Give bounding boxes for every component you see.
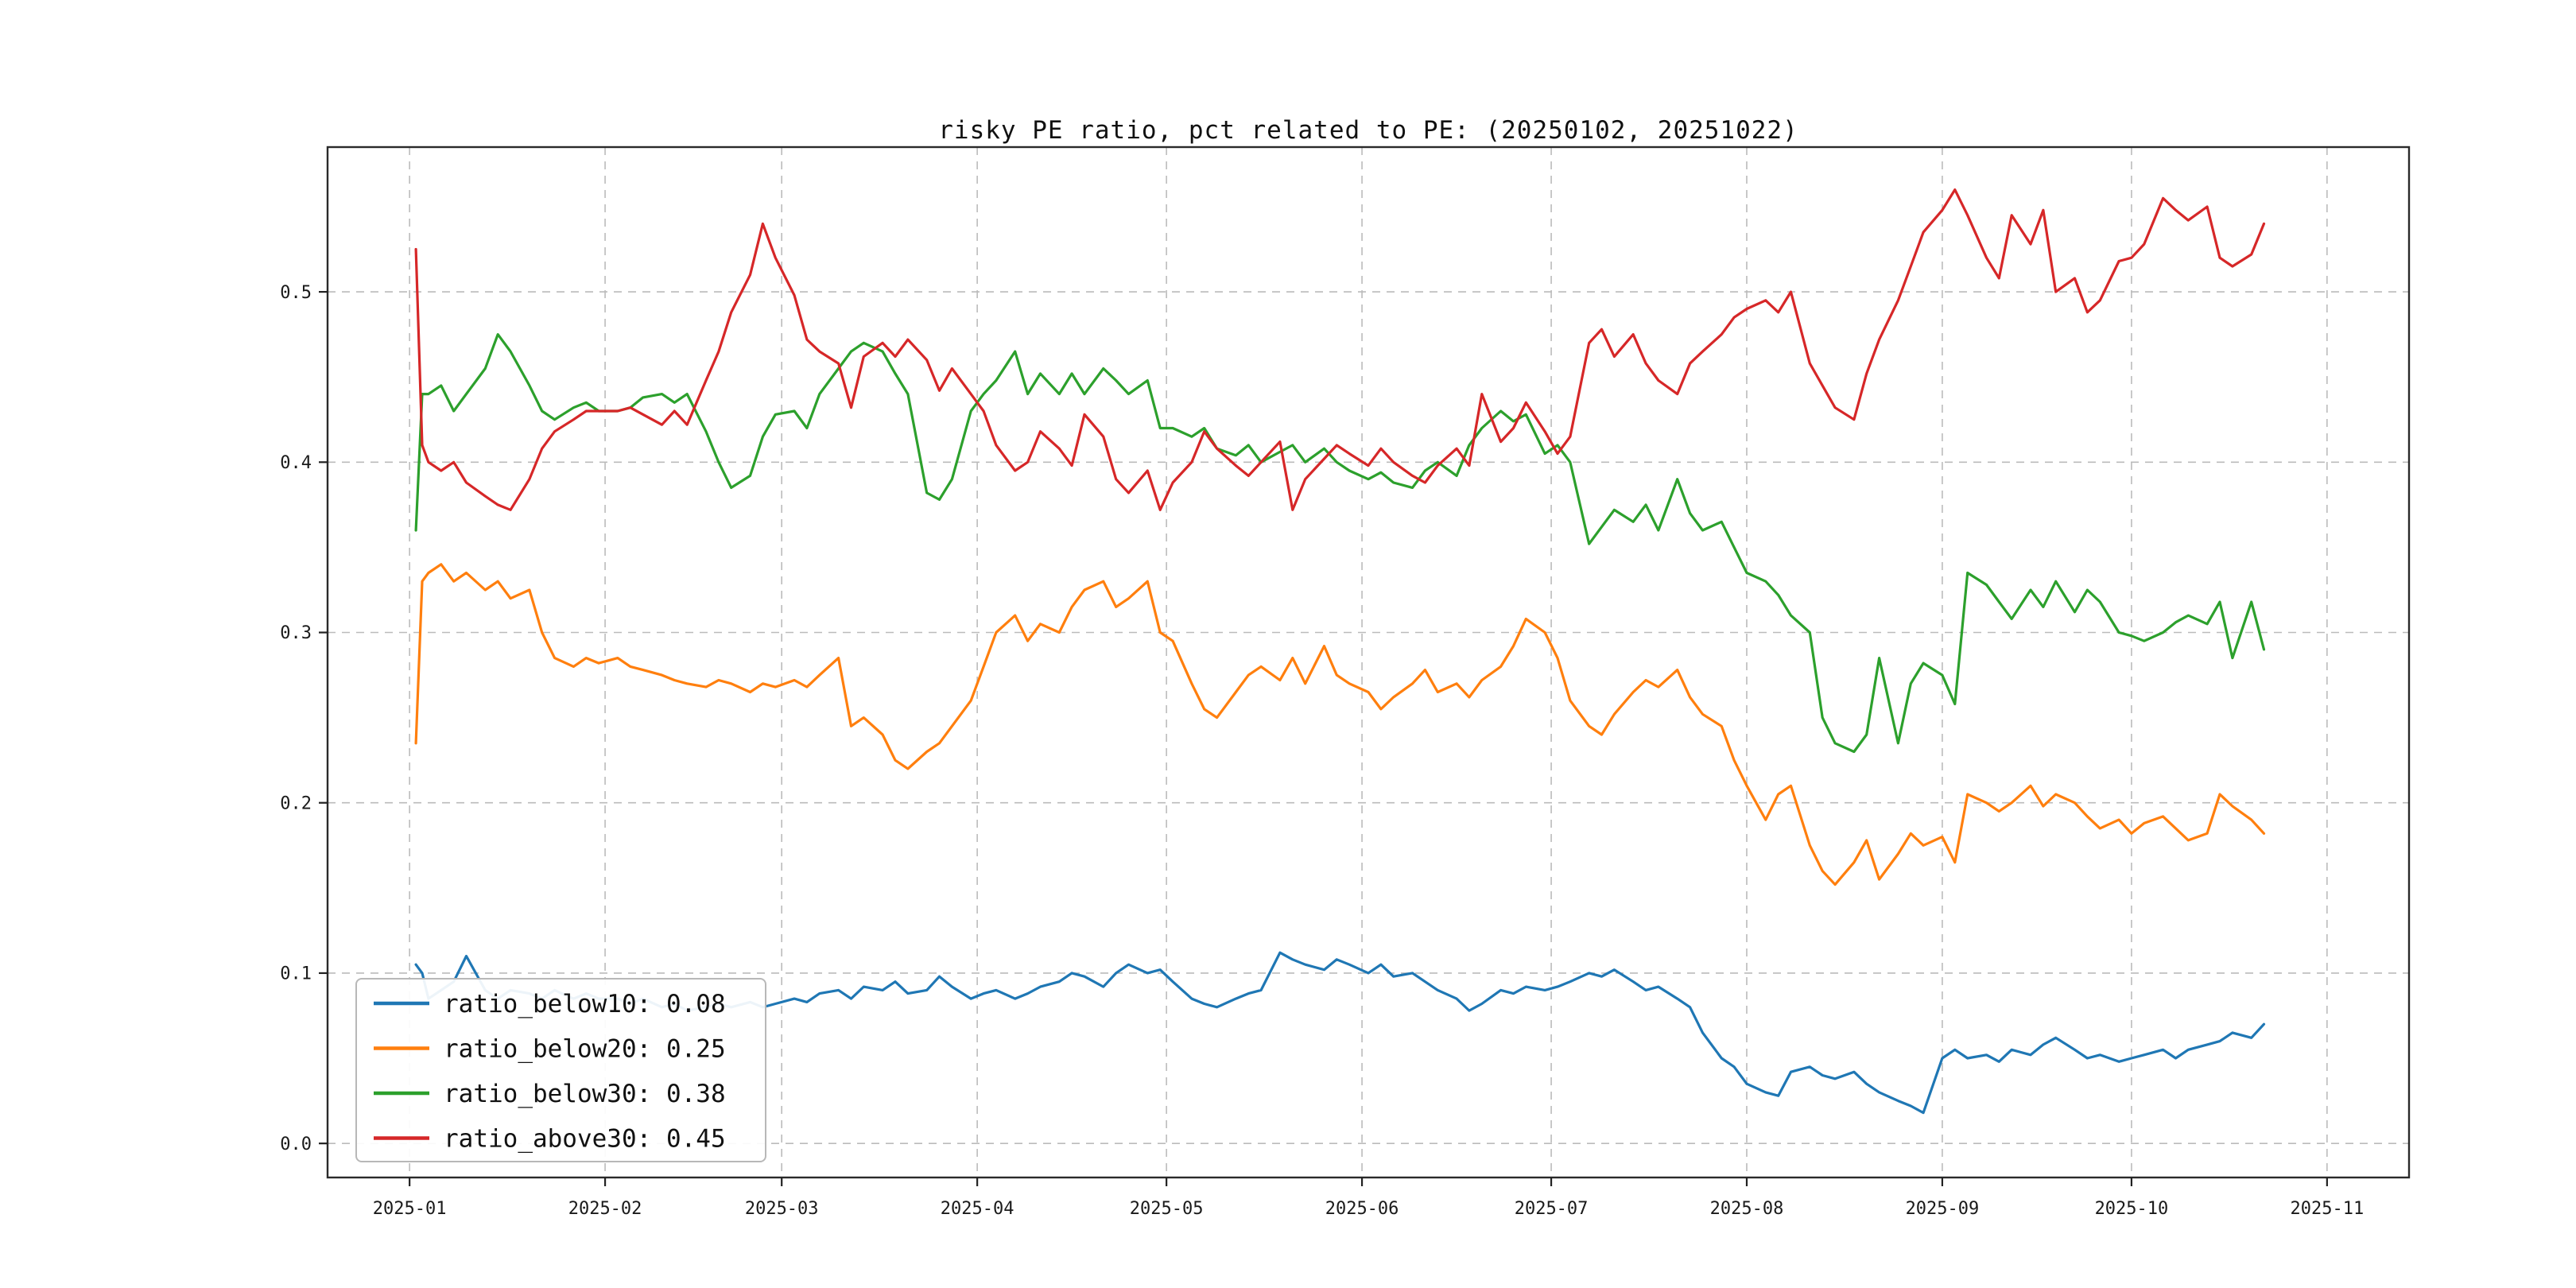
y-tick-label: 0.5 [280,283,312,303]
x-tick-label: 2025-07 [1515,1199,1589,1219]
y-tick-label: 0.2 [280,793,312,813]
y-tick-label: 0.0 [280,1135,312,1154]
x-tick-label: 2025-04 [941,1199,1014,1219]
x-tick-label: 2025-03 [745,1199,819,1219]
chart-title: risky PE ratio, pct related to PE: (2025… [938,116,1798,145]
x-tick-label: 2025-01 [373,1199,447,1219]
legend-label-ratio_below30: ratio_below30: 0.38 [444,1080,726,1108]
legend-entry-ratio_below30: ratio_below30: 0.38 [374,1080,726,1108]
x-tick-label: 2025-06 [1325,1199,1399,1219]
x-tick-label: 2025-02 [568,1199,642,1219]
legend-entry-ratio_below10: ratio_below10: 0.08 [374,990,726,1018]
axes-frame [326,145,2411,1179]
legend-box [355,978,766,1162]
series-line-ratio_above30 [414,188,2266,511]
x-tick-label: 2025-10 [2095,1199,2169,1219]
x-tick-label: 2025-09 [1906,1199,1980,1219]
legend-entry-ratio_below20: ratio_below20: 0.25 [374,1034,726,1063]
x-tick-label: 2025-05 [1130,1199,1204,1219]
y-tick-label: 0.1 [280,964,312,984]
legend-entry-ratio_above30: ratio_above30: 0.45 [374,1124,726,1153]
x-tick-label: 2025-08 [1710,1199,1784,1219]
legend-label-ratio_below10: ratio_below10: 0.08 [444,990,726,1018]
y-tick-label: 0.4 [280,453,312,473]
series-line-ratio_below20 [414,563,2266,886]
series-line-ratio_below30 [414,333,2266,754]
y-tick-label: 0.3 [280,623,312,643]
x-tick-label: 2025-11 [2291,1199,2365,1219]
legend-label-ratio_above30: ratio_above30: 0.45 [444,1124,726,1153]
legend-label-ratio_below20: ratio_below20: 0.25 [444,1034,726,1063]
